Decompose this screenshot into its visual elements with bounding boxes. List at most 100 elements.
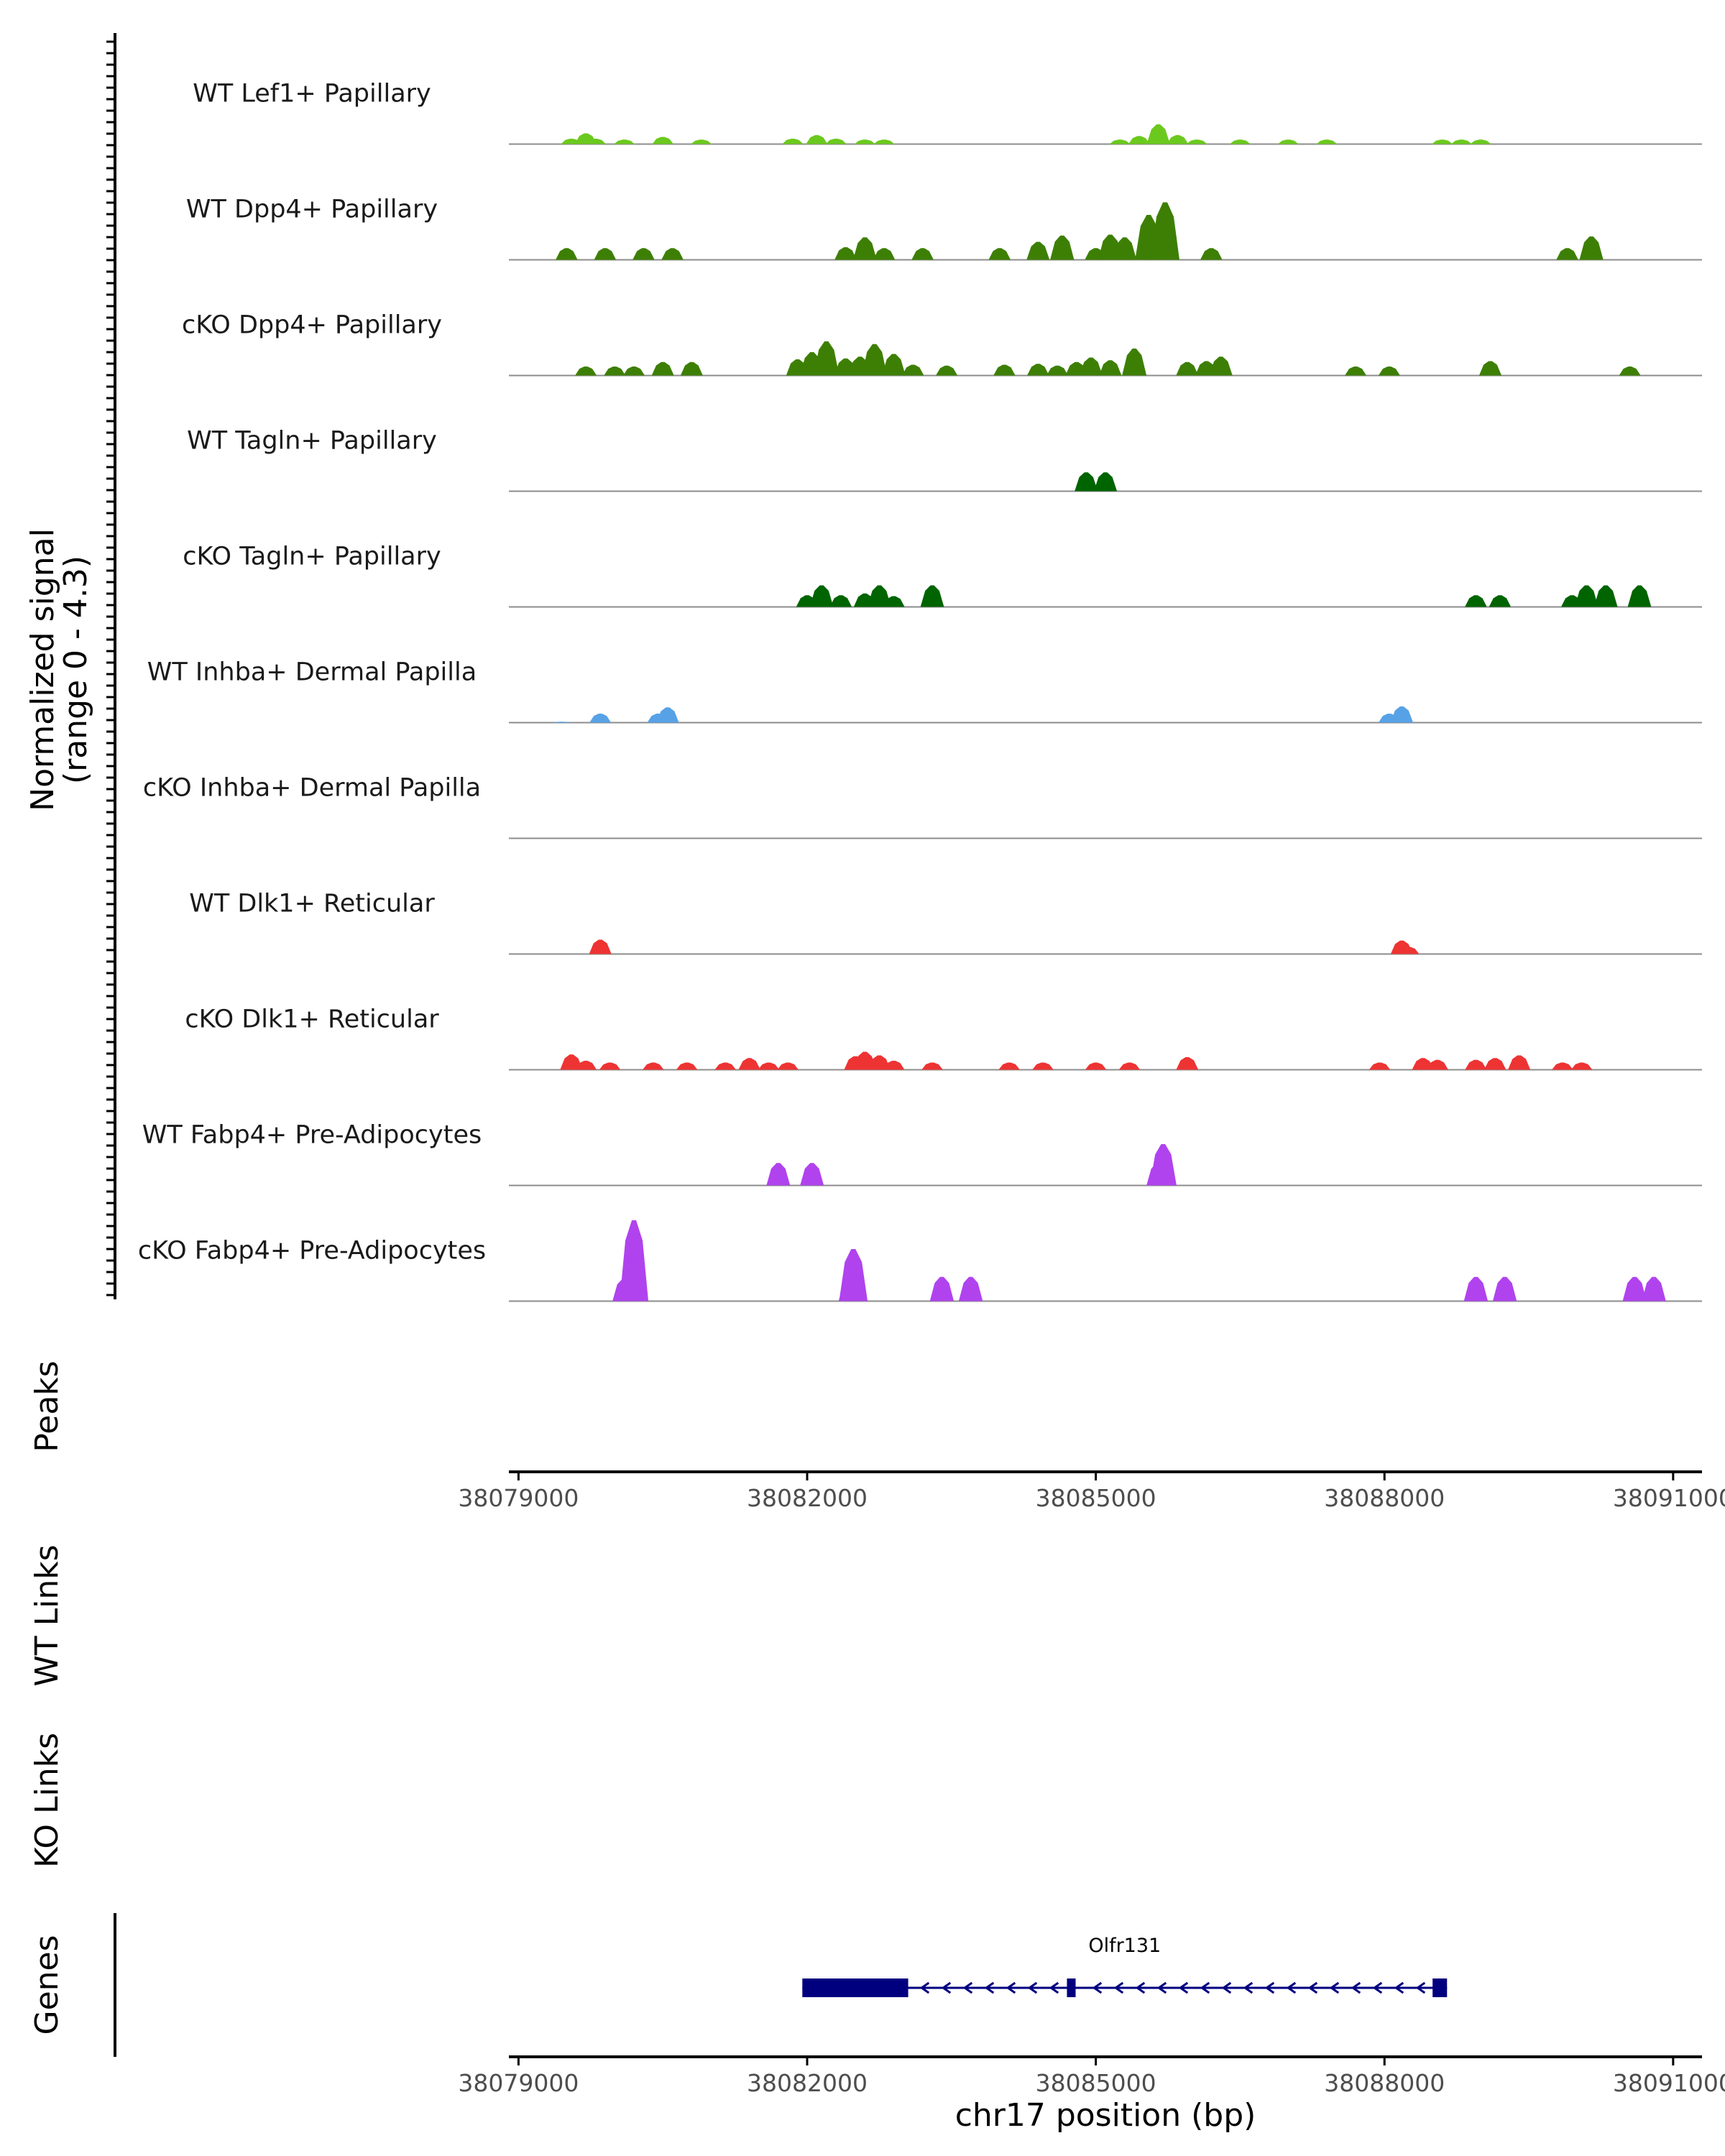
strand-arrow — [1415, 1981, 1426, 1994]
strand-arrow — [1286, 1981, 1297, 1994]
x-axis-top-tick-label: 38091000 — [1613, 1484, 1725, 1512]
coverage-peak — [1149, 1144, 1177, 1186]
track-label: cKO Fabp4+ Pre-Adipocytes — [138, 1237, 486, 1266]
coverage-peak — [1579, 236, 1604, 260]
coverage-peak — [1627, 585, 1652, 607]
strand-arrow — [1113, 1981, 1124, 1994]
coverage-peak — [1556, 248, 1578, 260]
strand-arrow — [1307, 1981, 1318, 1994]
track-label: WT Lef1+ Papillary — [193, 80, 431, 109]
coverage-peak — [1229, 139, 1251, 144]
x-axis-bottom-tick-label: 38088000 — [1324, 2069, 1445, 2097]
coverage-peak — [1098, 360, 1122, 376]
strand-arrow — [1329, 1981, 1340, 1994]
coverage-peak — [1619, 367, 1641, 376]
strand-arrow — [1264, 1981, 1275, 1994]
gene-track: Olfr131 — [802, 1935, 1448, 1997]
coverage-peak — [1593, 585, 1618, 607]
strand-arrow — [1394, 1981, 1404, 1994]
coverage-peak — [902, 364, 924, 376]
coverage-peak — [1484, 1058, 1506, 1070]
coverage-peak — [1397, 946, 1420, 954]
coverage-peak — [1470, 139, 1491, 144]
coverage-peak — [614, 139, 635, 144]
coverage-peak — [1151, 202, 1179, 260]
strand-arrow — [1243, 1981, 1254, 1994]
track-5: cKO Tagln+ Papillary — [183, 543, 1702, 608]
coverage-peak — [1026, 241, 1050, 260]
track-7: cKO Inhba+ Dermal Papilla — [143, 774, 1702, 839]
strand-arrow — [1006, 1981, 1016, 1994]
strand-arrow — [1351, 1981, 1361, 1994]
coverage-peak — [1465, 595, 1487, 607]
coverage-peak — [589, 714, 612, 723]
coverage-peak — [575, 367, 597, 376]
strand-arrow — [1135, 1981, 1146, 1994]
coverage-peak — [594, 248, 617, 260]
coverage-peak — [1146, 124, 1170, 144]
x-axis-bottom-tick-label: 38091000 — [1613, 2069, 1725, 2097]
peaks-track-title: Peaks — [29, 1360, 65, 1452]
coverage-peak — [560, 1054, 583, 1070]
coverage-peak — [623, 367, 645, 376]
coverage-peak — [643, 1062, 664, 1070]
strand-arrow — [1221, 1981, 1232, 1994]
coverage-peak — [584, 139, 607, 144]
track-label: cKO Tagln+ Papillary — [183, 543, 441, 571]
coverage-peak — [1118, 1062, 1141, 1070]
gene-exon — [1432, 1978, 1448, 1997]
coverage-peak — [1570, 1062, 1593, 1070]
coverage-peak — [1026, 364, 1049, 376]
coverage-peak — [936, 365, 958, 376]
coverage-peak — [691, 139, 712, 144]
track-label: cKO Inhba+ Dermal Papilla — [143, 774, 481, 803]
coverage-peak — [599, 1062, 621, 1070]
x-axis-top-tick-label: 38085000 — [1036, 1484, 1156, 1512]
coverage-peak — [1622, 1276, 1647, 1302]
track-label: WT Inhba+ Dermal Papilla — [147, 658, 477, 687]
coverage-peak — [1113, 237, 1137, 260]
coverage-peak — [1378, 367, 1400, 376]
coverage-peak — [651, 361, 674, 376]
coverage-peak — [1109, 139, 1131, 144]
coverage-peak — [676, 1062, 698, 1070]
coverage-peak — [589, 939, 612, 954]
y-axis-title-main: Normalized signal — [24, 528, 61, 811]
coverage-peak — [1450, 139, 1472, 144]
coverage-peak — [873, 139, 895, 144]
coverage-peak — [652, 137, 673, 144]
coverage-peak — [1079, 357, 1103, 376]
coverage-peak — [1200, 248, 1223, 260]
coverage-peak — [1390, 706, 1414, 723]
genes-track-title: Genes — [29, 1935, 65, 2035]
coverage-peak — [766, 1163, 791, 1186]
coverage-peak — [620, 1220, 649, 1302]
gene-exon — [1067, 1978, 1076, 1997]
coverage-peak — [1432, 139, 1453, 144]
strand-arrow — [1200, 1981, 1210, 1994]
ko-links-track-title: KO Links — [29, 1733, 65, 1868]
coverage-peak — [575, 1061, 597, 1070]
x-axis-title: chr17 position (bp) — [955, 2097, 1256, 2134]
x-axis-top-tick-label: 38088000 — [1324, 1484, 1445, 1512]
coverage-peak — [1574, 585, 1598, 607]
coverage-peak — [1478, 361, 1502, 376]
track-8: WT Dlk1+ Reticular — [189, 890, 1702, 955]
coverage-peak — [1426, 1059, 1448, 1070]
coverage-peak — [809, 585, 834, 607]
track-label: WT Dpp4+ Papillary — [186, 195, 438, 224]
coverage-tracks: WT Lef1+ Papillary WT Dpp4+ Papillary cKO … — [138, 80, 1702, 1302]
coverage-peak — [1316, 139, 1338, 144]
coverage-peak — [1465, 1059, 1487, 1070]
track-label: WT Fabp4+ Pre-Adipocytes — [142, 1121, 482, 1150]
strand-arrow — [1156, 1981, 1167, 1994]
strand-arrow — [1092, 1981, 1103, 1994]
coverage-peak — [958, 1276, 983, 1302]
track-2: WT Dpp4+ Papillary — [186, 195, 1702, 261]
coverage-peak — [1032, 1062, 1054, 1070]
coverage-peak — [868, 1055, 891, 1070]
coverage-peak — [825, 139, 847, 144]
strand-arrow — [984, 1981, 995, 1994]
x-axis-top-tick-label: 38082000 — [747, 1484, 868, 1512]
